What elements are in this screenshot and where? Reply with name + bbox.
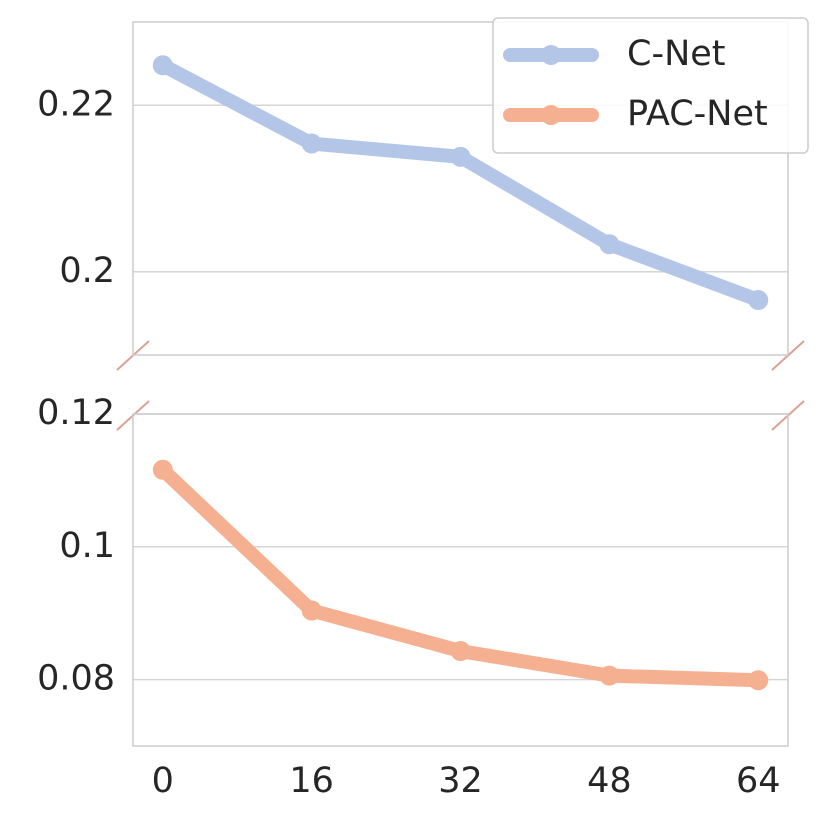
point bbox=[748, 670, 769, 691]
x-tick-label: 32 bbox=[438, 761, 483, 801]
point bbox=[152, 55, 173, 76]
x-tick-label: 64 bbox=[736, 761, 781, 801]
y-tick-label: 0.12 bbox=[37, 393, 115, 433]
legend-marker bbox=[541, 45, 561, 65]
point bbox=[748, 290, 769, 311]
point bbox=[450, 146, 471, 167]
plot-frame bbox=[132, 413, 789, 747]
point bbox=[152, 459, 173, 480]
x-tick-label: 48 bbox=[587, 761, 632, 801]
plot-frame bbox=[132, 21, 789, 356]
legend: C-Net PAC-Net bbox=[492, 17, 809, 154]
point bbox=[599, 234, 620, 255]
y-tick-label: 0.2 bbox=[59, 251, 115, 291]
point bbox=[301, 133, 322, 154]
legend-marker bbox=[541, 105, 561, 125]
legend-label: C-Net bbox=[627, 34, 726, 74]
point bbox=[301, 600, 322, 621]
x-tick-label: 0 bbox=[152, 761, 174, 801]
y-tick-label: 0.08 bbox=[37, 659, 115, 699]
y-tick-label: 0.1 bbox=[59, 526, 115, 566]
y-tick-label: 0.22 bbox=[37, 84, 115, 124]
point bbox=[599, 665, 620, 686]
point bbox=[450, 641, 471, 662]
legend-label: PAC-Net bbox=[627, 94, 768, 134]
x-tick-label: 16 bbox=[289, 761, 334, 801]
